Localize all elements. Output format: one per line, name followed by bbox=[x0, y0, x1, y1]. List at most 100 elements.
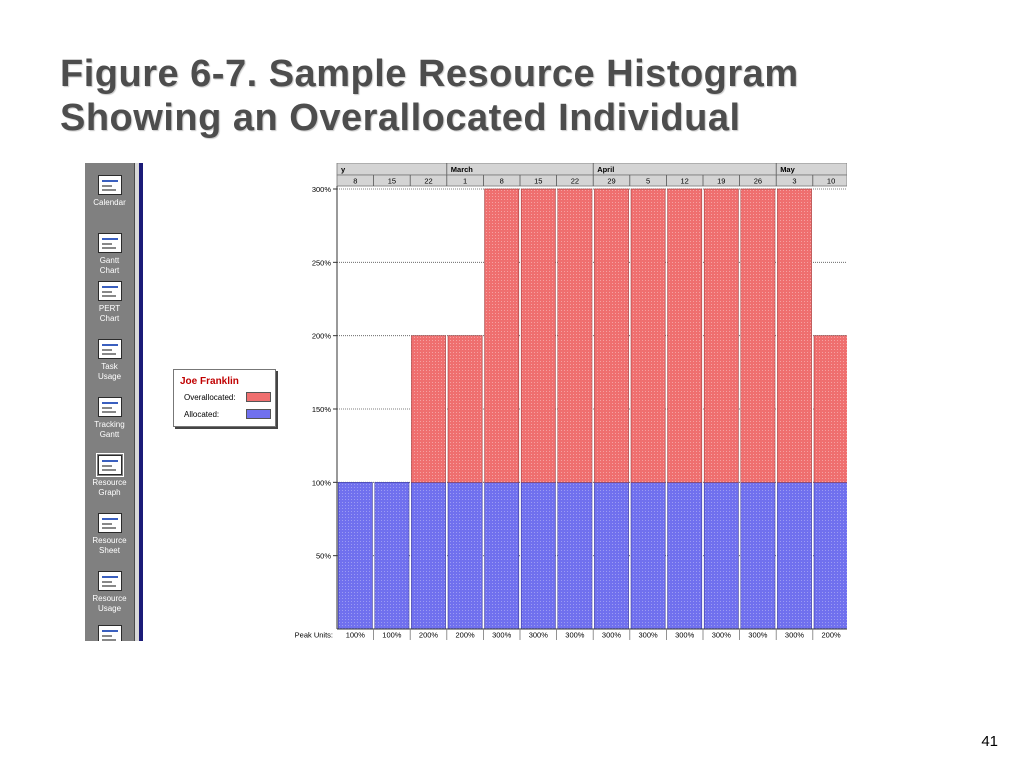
bar-overallocated bbox=[484, 188, 520, 483]
view-bar-splitter[interactable] bbox=[135, 163, 139, 641]
week-label: 22 bbox=[424, 177, 432, 186]
peak-unit-value: 300% bbox=[492, 631, 512, 640]
view-bar-item-label: Tracking Gantt bbox=[85, 420, 134, 440]
legend-allocated-label: Allocated: bbox=[184, 410, 220, 419]
bar-allocated bbox=[447, 482, 483, 630]
view-bar-item-resource-sheet[interactable]: Resource Sheet bbox=[85, 513, 134, 556]
task-usage-icon bbox=[97, 339, 122, 359]
view-bar-item-resource-graph[interactable]: Resource Graph bbox=[85, 453, 134, 498]
y-tick-label: 100% bbox=[312, 478, 332, 487]
tracking-gantt-icon bbox=[97, 397, 122, 417]
y-tick-label: 150% bbox=[312, 405, 332, 414]
resource-usage-icon bbox=[97, 571, 122, 591]
week-label: 15 bbox=[388, 177, 396, 186]
peak-units-label: Peak Units: bbox=[295, 631, 333, 640]
peak-unit-value: 300% bbox=[748, 631, 768, 640]
y-tick-label: 50% bbox=[316, 552, 331, 561]
bar-overallocated bbox=[667, 188, 703, 483]
peak-unit-value: 200% bbox=[822, 631, 842, 640]
view-bar-item-more[interactable] bbox=[85, 625, 134, 641]
calendar-icon bbox=[97, 175, 122, 195]
bar-overallocated bbox=[557, 188, 593, 483]
legend-allocated-swatch bbox=[246, 409, 271, 419]
view-bar-item-task-usage[interactable]: Task Usage bbox=[85, 339, 134, 382]
view-bar-item-calendar[interactable]: Calendar bbox=[85, 175, 134, 208]
ms-project-window: Calendar Gantt Chart PERT Chart Task Usage Trac… bbox=[85, 163, 847, 641]
view-bar-item-label: Resource Sheet bbox=[85, 536, 134, 556]
y-tick-label: 250% bbox=[312, 258, 332, 267]
bar-allocated bbox=[557, 482, 593, 630]
bar-overallocated bbox=[630, 188, 666, 483]
view-label-line-2: Graph bbox=[98, 488, 121, 497]
bar-allocated bbox=[594, 482, 629, 630]
week-label: 15 bbox=[534, 177, 542, 186]
view-label-line-2: Chart bbox=[99, 266, 120, 275]
bar-overallocated bbox=[520, 188, 556, 483]
slide-number: 41 bbox=[981, 733, 998, 750]
view-bar-item-label: Gantt Chart bbox=[85, 256, 134, 276]
view-bar-item-pert-chart[interactable]: PERT Chart bbox=[85, 281, 134, 324]
month-label: y bbox=[341, 165, 346, 174]
view-label-line-1: PERT bbox=[98, 304, 121, 313]
bar-overallocated bbox=[813, 335, 847, 483]
timescale-week-row bbox=[336, 174, 847, 187]
week-label: 22 bbox=[571, 177, 579, 186]
month-label: March bbox=[451, 165, 474, 174]
legend-overallocated-label: Overallocated: bbox=[184, 393, 236, 402]
view-bar-item-gantt-chart[interactable]: Gantt Chart bbox=[85, 233, 134, 276]
view-label-line-1: Calendar bbox=[93, 198, 126, 207]
y-tick-label: 300% bbox=[312, 185, 332, 194]
peak-unit-value: 100% bbox=[382, 631, 402, 640]
view-label-line-1: Resource bbox=[92, 478, 127, 487]
bar-overallocated bbox=[447, 335, 483, 483]
week-label: 12 bbox=[681, 177, 689, 186]
bar-overallocated bbox=[740, 188, 776, 483]
bar-allocated bbox=[520, 482, 556, 630]
view-label-line-1: Task bbox=[101, 362, 118, 371]
view-label-line-1: Resource bbox=[92, 536, 127, 545]
bar-allocated bbox=[813, 482, 847, 630]
view-label-line-2: Usage bbox=[97, 372, 122, 381]
resource-sheet-icon bbox=[97, 513, 122, 533]
bar-allocated bbox=[667, 482, 703, 630]
week-label: 26 bbox=[754, 177, 762, 186]
bar-allocated bbox=[337, 482, 373, 630]
slide-title-line-2: Showing an Overallocated Individual bbox=[60, 97, 741, 139]
bar-allocated bbox=[703, 482, 739, 630]
month-label: May bbox=[780, 165, 795, 174]
week-label: 29 bbox=[607, 177, 615, 186]
bar-allocated bbox=[630, 482, 666, 630]
view-label-line-1: Gantt bbox=[99, 256, 120, 265]
week-label: 19 bbox=[717, 177, 725, 186]
view-bar-item-label: Resource Usage bbox=[85, 594, 134, 614]
view-bar-item-label: Resource Graph bbox=[85, 478, 134, 498]
peak-unit-value: 100% bbox=[346, 631, 366, 640]
legend-overallocated-swatch bbox=[246, 392, 271, 402]
view-bar: Calendar Gantt Chart PERT Chart Task Usage Trac… bbox=[85, 163, 135, 641]
peak-unit-value: 300% bbox=[529, 631, 549, 640]
month-label: April bbox=[597, 165, 614, 174]
view-bar-item-tracking-gantt[interactable]: Tracking Gantt bbox=[85, 397, 134, 440]
bar-allocated bbox=[411, 482, 446, 630]
week-label: 8 bbox=[353, 177, 357, 186]
peak-unit-value: 300% bbox=[712, 631, 732, 640]
bar-allocated bbox=[740, 482, 776, 630]
peak-unit-value: 200% bbox=[456, 631, 476, 640]
view-label-line-1: Resource bbox=[92, 594, 127, 603]
view-label-line-2: Usage bbox=[97, 604, 122, 613]
view-bar-item-resource-usage[interactable]: Resource Usage bbox=[85, 571, 134, 614]
peak-unit-value: 300% bbox=[785, 631, 805, 640]
bar-overallocated bbox=[703, 188, 739, 483]
bar-allocated bbox=[777, 482, 812, 630]
active-view-indicator-bar bbox=[139, 163, 143, 641]
peak-unit-value: 300% bbox=[639, 631, 659, 640]
week-label: 10 bbox=[827, 177, 835, 186]
resource-legend: Joe Franklin Overallocated: Allocated: bbox=[173, 369, 276, 427]
week-label: 5 bbox=[646, 177, 650, 186]
slide-title: Figure 6-7. Sample Resource Histogram Sh… bbox=[60, 52, 980, 140]
peak-units-row bbox=[285, 629, 847, 640]
view-label-line-2: Chart bbox=[99, 314, 120, 323]
pert-chart-icon bbox=[97, 281, 122, 301]
slide-title-line-1: Figure 6-7. Sample Resource Histogram bbox=[60, 53, 799, 95]
week-label: 8 bbox=[500, 177, 504, 186]
